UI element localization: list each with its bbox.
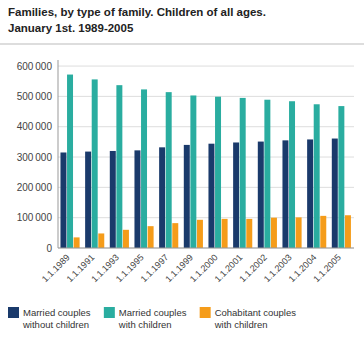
y-tick-label: 600 000: [17, 61, 53, 72]
legend-label-line: without children: [22, 319, 89, 330]
legend-label-line: Married couples: [23, 307, 91, 318]
bar: [110, 151, 116, 248]
grid-line: [58, 66, 354, 67]
grid-line: [58, 96, 354, 97]
bar: [134, 150, 140, 248]
bar: [296, 217, 302, 248]
bar: [190, 95, 196, 248]
bar: [184, 145, 190, 248]
bar: [240, 98, 246, 248]
grid-line: [58, 126, 354, 127]
bar: [98, 233, 104, 248]
bars: [60, 75, 350, 248]
y-tick-label: 300 000: [17, 152, 53, 163]
y-tick-label: 200 000: [17, 182, 53, 193]
chart: Families, by type of family. Children of…: [0, 0, 364, 355]
bar: [289, 101, 295, 248]
bar: [208, 144, 214, 248]
legend-swatch: [200, 307, 211, 318]
bar: [345, 215, 351, 248]
bar: [314, 104, 320, 248]
bar: [166, 92, 172, 248]
bar: [159, 147, 165, 248]
y-tick-label: 100 000: [17, 212, 53, 223]
bar: [246, 219, 252, 248]
legend-label: Cohabitant coupleswith children: [214, 307, 297, 330]
bar: [123, 230, 129, 248]
legend-label: Married coupleswithout children: [22, 307, 91, 330]
bar: [271, 218, 277, 248]
bar: [233, 142, 239, 248]
x-tick-label: 1.1.2005: [311, 252, 343, 284]
bar: [282, 140, 288, 248]
grid-line: [58, 248, 354, 249]
title-rule: [0, 44, 364, 45]
bar: [222, 219, 228, 248]
bar: [67, 75, 73, 248]
title: Families, by type of family. Children of…: [8, 6, 266, 18]
x-axis: [58, 248, 354, 249]
y-axis: [58, 60, 59, 248]
bar: [172, 223, 178, 248]
y-tick-label: 500 000: [17, 91, 53, 102]
bar: [197, 220, 203, 248]
bar: [116, 85, 122, 248]
bar: [148, 226, 154, 248]
bar: [215, 97, 221, 248]
bar: [264, 100, 270, 248]
bar: [332, 139, 338, 248]
legend-label: Married coupleswith children: [118, 307, 187, 330]
bar: [74, 237, 80, 248]
legend-label-line: with children: [214, 319, 268, 330]
bar: [141, 89, 147, 248]
legend-label-line: with children: [118, 319, 172, 330]
subtitle: January 1st. 1989-2005: [8, 22, 134, 34]
bar: [60, 152, 66, 248]
bar: [258, 142, 264, 248]
legend-swatch: [104, 307, 115, 318]
bar: [338, 106, 344, 248]
legend-label-line: Married couples: [119, 307, 187, 318]
bar: [307, 139, 313, 248]
legend-swatch: [8, 307, 19, 318]
y-tick-label: 0: [46, 243, 52, 254]
bar: [92, 79, 98, 248]
legend: Married coupleswithout childrenMarried c…: [8, 307, 296, 330]
legend-label-line: Cohabitant couples: [215, 307, 297, 318]
bar: [320, 216, 326, 248]
bar: [85, 152, 91, 248]
y-tick-label: 400 000: [17, 121, 53, 132]
